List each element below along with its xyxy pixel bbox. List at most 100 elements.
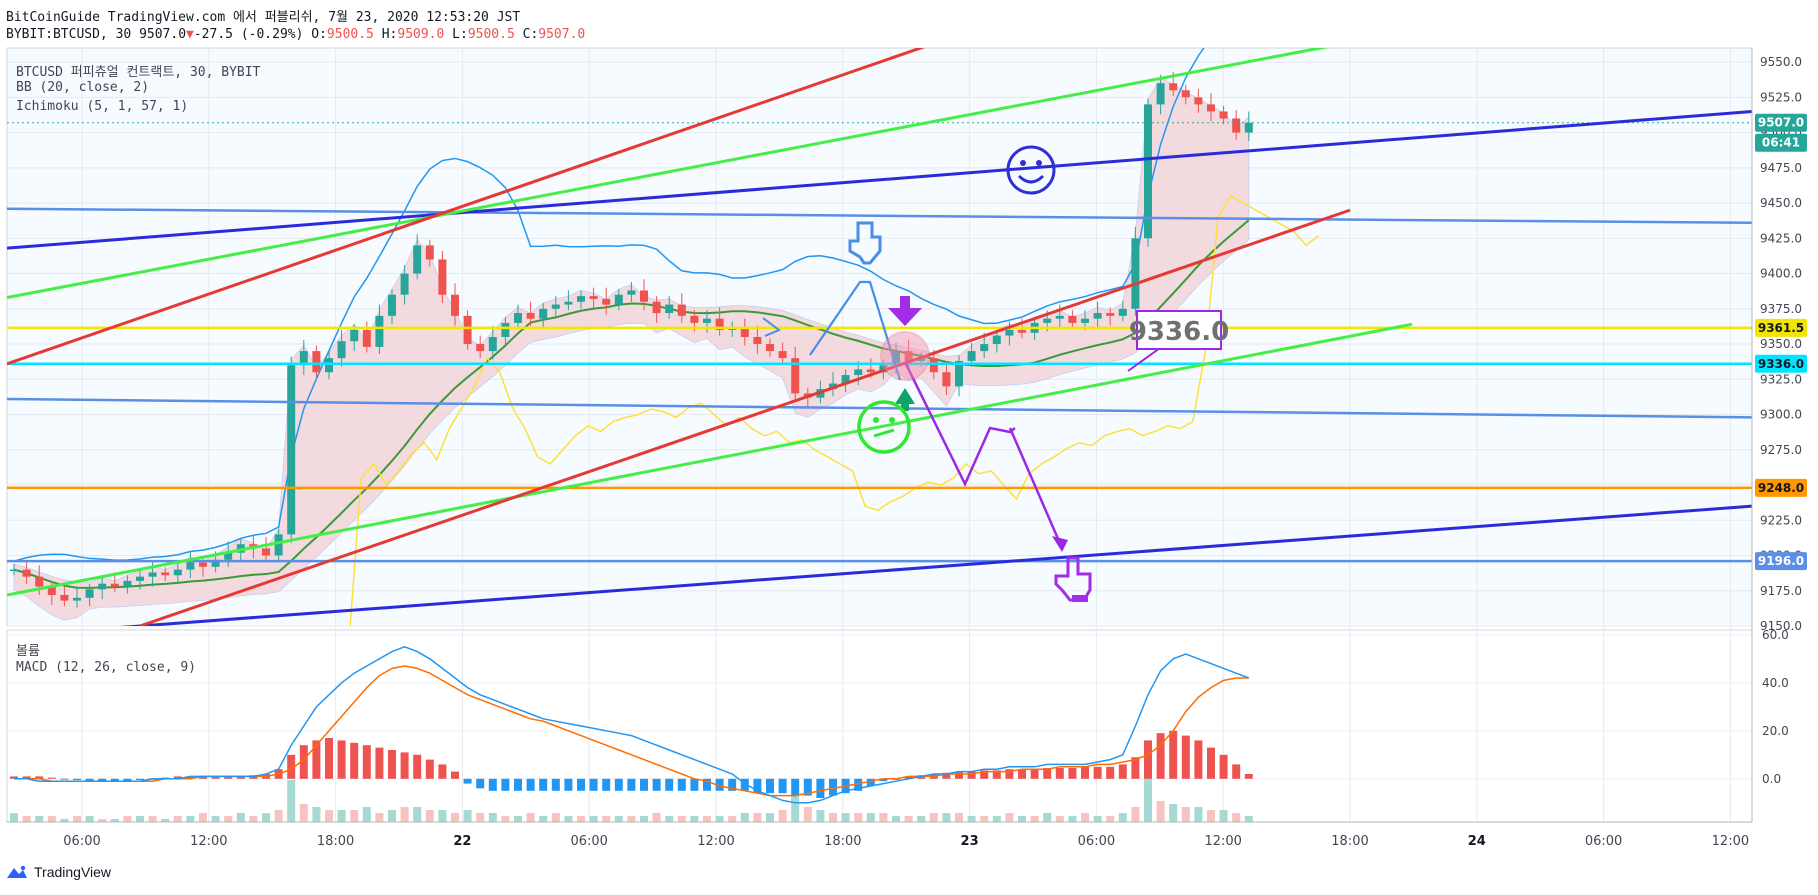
time-tick: 06:00 — [1585, 834, 1622, 849]
volume-bar — [299, 804, 308, 822]
macd-histogram-bar — [1244, 774, 1253, 779]
macd-histogram-bar — [224, 776, 233, 779]
candle-body — [564, 301, 573, 305]
macd-histogram-bar — [337, 740, 346, 779]
volume-bar — [73, 816, 81, 822]
candle-body — [955, 360, 963, 387]
macd-histogram-bar — [1169, 730, 1178, 779]
candle-body — [451, 294, 459, 316]
volume-bar — [488, 813, 497, 822]
price-badge — [1755, 113, 1807, 132]
candle-body — [299, 351, 308, 366]
volume-legend[interactable]: 볼륨 — [16, 644, 40, 659]
volume-bar — [375, 813, 384, 822]
macd-histogram-bar — [816, 778, 825, 798]
low-label: L: — [452, 27, 468, 42]
main-series-legend: BTCUSD 퍼피츄얼 컨트랙트, 30, BYBIT — [16, 65, 261, 80]
macd-histogram-bar — [589, 778, 598, 791]
price-badge — [1755, 318, 1807, 337]
volume-bar — [1043, 813, 1052, 822]
label-pointer — [1127, 347, 1161, 372]
candle-body — [161, 572, 170, 576]
price-tick: 9150.0 — [1760, 619, 1802, 633]
up-arrow-green-stem — [901, 403, 909, 411]
volume-bar — [1207, 810, 1215, 822]
volume-bar — [312, 807, 321, 822]
candle-body — [1005, 329, 1014, 336]
candle-body — [337, 341, 346, 359]
macd-histogram-bar — [942, 772, 951, 779]
price-tick: 9425.0 — [1760, 231, 1802, 245]
ichimoku-base-line — [13, 219, 1250, 589]
candle-body — [123, 580, 132, 587]
bb-legend[interactable]: BB (20, close, 2) — [16, 80, 150, 95]
macd-histogram-bar — [703, 778, 711, 791]
macd-line — [14, 645, 1250, 804]
volume-bar — [438, 810, 447, 822]
price-tick: 9475.0 — [1760, 161, 1802, 175]
volume-bar — [803, 807, 812, 822]
volume-bar — [10, 813, 18, 822]
volume-bar — [136, 816, 144, 822]
candle-body — [98, 583, 107, 590]
smiley-blue-face — [1006, 145, 1056, 195]
candle-body — [715, 318, 724, 330]
macd-histogram-bar — [778, 778, 787, 794]
macd-histogram-bar — [1232, 764, 1241, 779]
macd-histogram-bar — [211, 776, 220, 779]
volume-bar — [325, 810, 333, 822]
volume-bar — [362, 807, 371, 822]
price-badge-text: 9196.0 — [1758, 554, 1804, 568]
volume-bar — [22, 816, 31, 822]
hand-pointing-down-purple-icon — [1054, 556, 1092, 602]
volume-bar — [879, 813, 888, 822]
volume-bar — [652, 813, 661, 822]
macd-histogram-bar — [312, 740, 321, 779]
purple-arrow-head — [1052, 536, 1068, 552]
macd-histogram-bar — [476, 778, 485, 789]
volume-bar — [841, 813, 850, 822]
time-tick: 12:00 — [190, 834, 227, 849]
close-value: 9507.0 — [538, 27, 586, 42]
volume-bar — [1169, 804, 1178, 822]
macd-histogram-bar — [980, 770, 989, 779]
volume-bar — [425, 810, 434, 822]
macd-legend[interactable]: MACD (12, 26, close, 9) — [16, 660, 197, 675]
volume-bar — [1055, 816, 1064, 822]
price-pane-bg — [6, 47, 1753, 627]
candle-body — [917, 358, 926, 361]
price-pane[interactable] — [7, 3, 1752, 713]
macd-histogram-bar — [1043, 768, 1052, 779]
macd-histogram-bar — [551, 778, 560, 791]
smiley-blue-eye — [1036, 160, 1042, 166]
macd-pane[interactable] — [10, 645, 1253, 822]
smiley-green-face — [857, 400, 911, 454]
macd-histogram-bar — [47, 777, 56, 779]
macd-histogram-bar — [85, 778, 94, 782]
price-badge — [1755, 552, 1807, 571]
macd-histogram-bar — [35, 776, 44, 779]
tradingview-footer[interactable]: TradingView — [6, 864, 111, 880]
price-tick: 9450.0 — [1760, 196, 1802, 210]
time-tick: 12:00 — [697, 834, 734, 849]
candle-body — [413, 245, 422, 274]
time-tick: 18:00 — [317, 834, 354, 849]
volume-bar — [1030, 816, 1039, 822]
candle-body — [388, 294, 396, 316]
candle-body — [1169, 83, 1178, 91]
candle-body — [224, 552, 233, 560]
blue-arrow-head — [762, 317, 781, 337]
macd-histogram-bar — [1106, 766, 1115, 779]
candle-body — [854, 369, 863, 376]
time-tick: 12:00 — [1712, 834, 1749, 849]
ichimoku-legend[interactable]: Ichimoku (5, 1, 57, 1) — [16, 99, 189, 114]
candle-body — [501, 322, 510, 337]
price-tick: 9350.0 — [1760, 337, 1802, 351]
macd-histogram-bar — [992, 770, 1001, 779]
footer-brand: TradingView — [34, 864, 112, 880]
trendline-blue-flat-lower — [7, 397, 1752, 419]
macd-histogram-bar — [803, 778, 812, 796]
macd-histogram-bar — [740, 778, 749, 791]
volume-bar — [1232, 813, 1241, 822]
